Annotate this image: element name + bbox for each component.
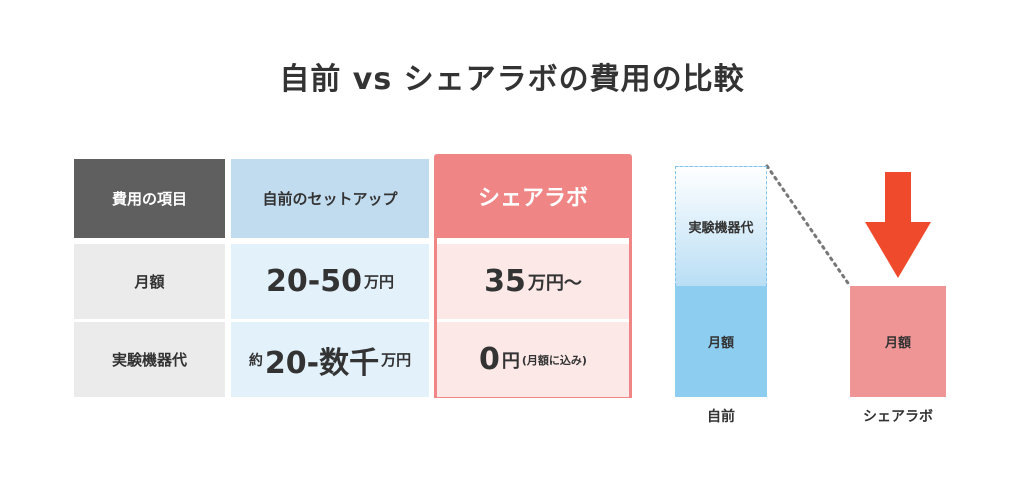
self-equipment-value: 20-数千 bbox=[264, 345, 380, 381]
self-monthly-unit: 万円 bbox=[363, 273, 394, 291]
self-bar-equipment-segment: 実験機器代 bbox=[675, 166, 767, 286]
sharelab-monthly-value: 35 bbox=[484, 264, 526, 299]
header-self-setup: 自前のセットアップ bbox=[231, 159, 429, 238]
sharelab-bar-monthly-segment: 月額 bbox=[850, 286, 946, 397]
sharelab-equipment-cell: 0 円 (月額に込み) bbox=[437, 322, 629, 397]
self-monthly-value: 20-50 bbox=[266, 264, 362, 299]
self-equipment-unit: 万円 bbox=[381, 351, 412, 369]
sharelab-monthly-cell: 35 万円〜 bbox=[437, 244, 629, 319]
row-label-equipment: 実験機器代 bbox=[74, 322, 225, 397]
self-equipment-cell: 約 20-数千 万円 bbox=[231, 322, 429, 397]
dotted-connector-line bbox=[765, 164, 852, 288]
sharelab-monthly-unit: 万円〜 bbox=[527, 272, 582, 294]
row-label-monthly: 月額 bbox=[74, 244, 225, 319]
header-sharelab: シェアラボ bbox=[434, 154, 632, 238]
page-title: 自前 vs シェアラボの費用の比較 bbox=[279, 62, 745, 97]
header-cost-item: 費用の項目 bbox=[74, 159, 225, 238]
down-arrow-icon bbox=[865, 172, 931, 278]
sharelab-bar-label: シェアラボ bbox=[863, 409, 933, 425]
self-bar-monthly-segment: 月額 bbox=[675, 286, 767, 397]
sharelab-equipment-note: (月額に込み) bbox=[521, 353, 587, 367]
self-bar-label: 自前 bbox=[707, 409, 735, 425]
self-monthly-cell: 20-50 万円 bbox=[231, 244, 429, 319]
sharelab-equipment-unit: 円 bbox=[501, 350, 520, 372]
self-equipment-prefix: 約 bbox=[248, 352, 263, 369]
sharelab-equipment-value: 0 bbox=[479, 342, 500, 377]
